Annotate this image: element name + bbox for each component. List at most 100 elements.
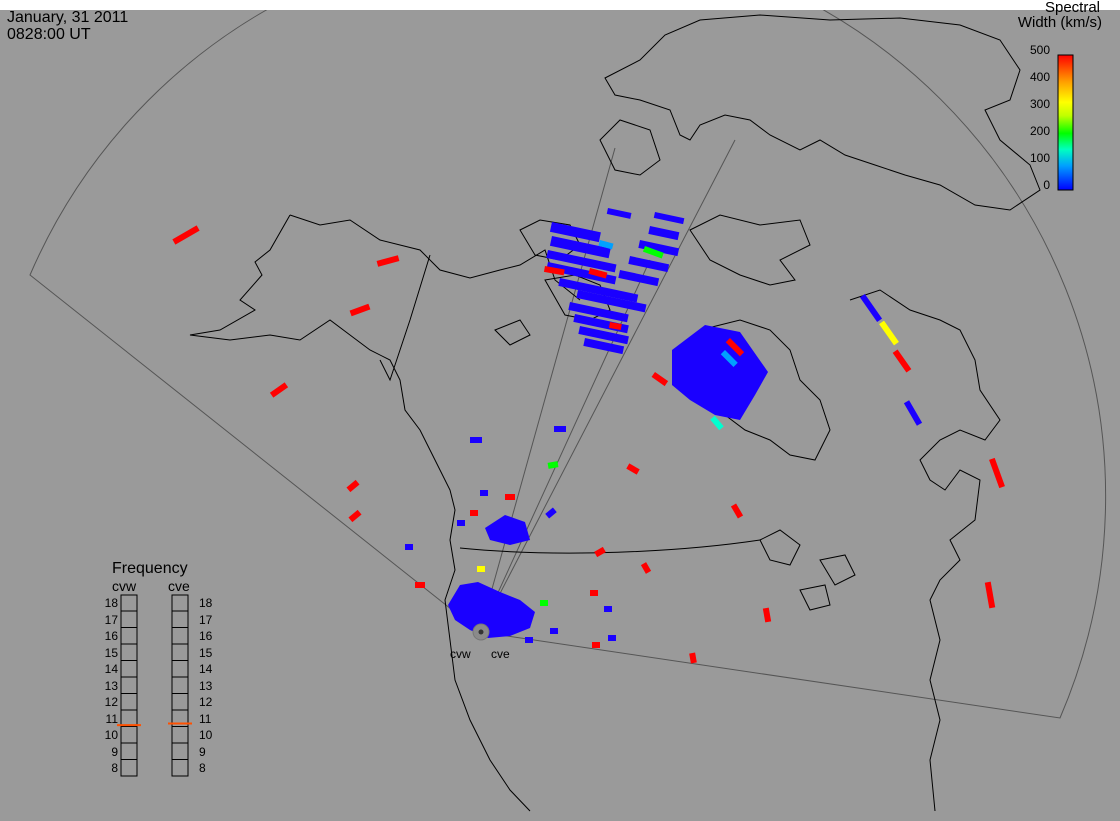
coastlines [189, 14, 1041, 812]
echo-cell [598, 240, 614, 250]
echo-cell [628, 255, 670, 273]
colorbar-tick: 500 [1029, 43, 1050, 57]
echo-cell [594, 546, 606, 558]
frequency-tick: 15 [199, 645, 213, 660]
echo-cell [549, 236, 611, 259]
frequency-tick: 10 [199, 728, 213, 742]
date-label: January, 31 2011 [7, 9, 129, 26]
echo-cell [710, 415, 724, 431]
frequency-tick: 13 [104, 678, 118, 693]
colorbar-title-line2: Width (km/s) [1017, 14, 1102, 31]
frequency-tick: 12 [104, 695, 118, 709]
arctic-island-3 [494, 319, 531, 346]
echo-cell [725, 337, 745, 357]
echo-cell [547, 461, 559, 469]
frequency-tick: 12 [199, 695, 213, 709]
echo-cell [540, 600, 548, 606]
echo-cell [349, 303, 371, 317]
echo-cell [588, 268, 608, 279]
echo-cell [651, 371, 669, 387]
echo-cell [626, 463, 640, 475]
frequency-tick: 10 [104, 728, 118, 742]
echo-cell [689, 652, 697, 664]
echo-cell [346, 479, 360, 493]
frequency-tick: 16 [199, 629, 213, 643]
frequency-box [120, 594, 138, 777]
colorbar-tick: 0 [1043, 178, 1050, 192]
alaska-canada-border [379, 254, 431, 382]
frequency-radar-label-cve: cve [168, 578, 190, 594]
fov-beam-line-cvw [479, 147, 616, 633]
echo-cell [546, 261, 617, 285]
echo-cell [592, 642, 600, 648]
echo-cell [545, 507, 557, 519]
frequency-tick: 8 [199, 761, 206, 775]
frequency-title: Frequency [112, 560, 188, 577]
alaska-coast [189, 214, 581, 812]
echo-cell [576, 290, 647, 313]
baffin-island [689, 214, 811, 286]
echo-cell [477, 566, 485, 572]
echo-cluster [485, 515, 530, 545]
echo-cell [642, 246, 664, 259]
labrador-coast [849, 289, 1001, 812]
echo-cell [903, 400, 923, 426]
echo-cell [608, 322, 622, 330]
echo-cell [376, 255, 400, 267]
echo-cell [505, 494, 515, 500]
frequency-tick: 13 [199, 678, 213, 693]
echo-cell [457, 520, 465, 526]
radar-site-dot [478, 629, 484, 635]
echo-cell [578, 325, 629, 345]
echo-cell [590, 590, 598, 596]
echo-cell [348, 509, 362, 523]
echo-cell [583, 338, 625, 355]
radar-map [0, 10, 1120, 821]
colorbar-title-line1: Spectral [1044, 0, 1100, 16]
frequency-boxes [117, 594, 192, 777]
echo-cell [892, 349, 912, 373]
echo-cell [269, 382, 289, 398]
echo-cell [730, 503, 744, 519]
frequency-tick: 8 [111, 761, 118, 775]
frequency-tick: 9 [111, 744, 118, 759]
colorbar-tick: 300 [1029, 97, 1050, 111]
colorbar-tick: 100 [1029, 151, 1050, 165]
frequency-tick: 11 [105, 711, 118, 726]
echo-cell [653, 212, 685, 225]
radar-echoes [172, 208, 1005, 664]
site-label-cvw: cvw [450, 647, 471, 661]
great-lakes [759, 529, 856, 611]
echo-cluster [448, 582, 535, 638]
echo-cell [554, 426, 566, 432]
colorbar [1057, 54, 1074, 191]
echo-cell [640, 562, 652, 574]
colorbar-tick: 200 [1029, 124, 1050, 138]
fov-outline [29, 10, 1107, 719]
frequency-tick: 11 [199, 711, 212, 726]
echo-cell [415, 582, 425, 588]
echo-cell [608, 635, 616, 641]
time-label: 0828:00 UT [7, 26, 91, 43]
frequency-box [171, 594, 189, 777]
frequency-tick: 16 [104, 629, 118, 643]
echo-cell [762, 607, 772, 623]
frequency-tick: 15 [104, 645, 118, 660]
frequency-radar-label-cvw: cvw [112, 578, 137, 594]
frequency-tick: 18 [104, 596, 118, 610]
colorbar-tick: 400 [1029, 70, 1050, 84]
map-canvas [29, 10, 1107, 812]
echo-cluster [672, 325, 768, 420]
echo-cell [604, 606, 612, 612]
greenland-coast [604, 14, 1041, 211]
echo-cell [543, 265, 565, 276]
echo-cell [546, 250, 617, 273]
frequency-tick: 14 [104, 662, 118, 676]
echo-cell [550, 628, 558, 634]
echo-cell [549, 222, 601, 243]
echo-cell [525, 637, 533, 643]
echo-cell [720, 349, 738, 367]
echo-cell [879, 320, 899, 346]
frequency-tick: 14 [199, 662, 213, 676]
site-label-cve: cve [491, 647, 510, 661]
